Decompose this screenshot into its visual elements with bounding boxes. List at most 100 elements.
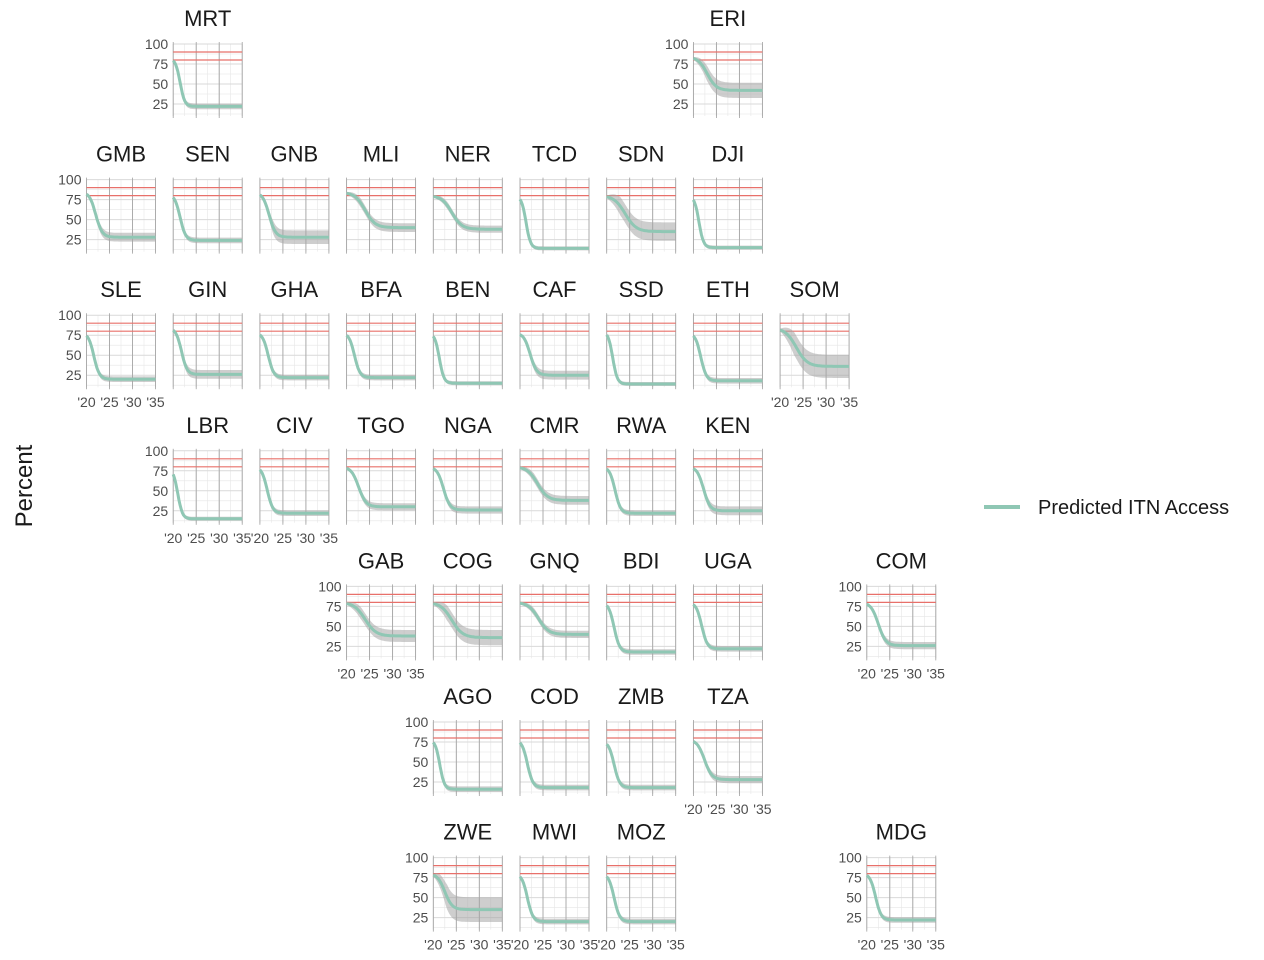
series-line: [171, 196, 243, 242]
panel-title: SDN: [618, 142, 664, 167]
panel-title: ERI: [710, 6, 747, 31]
y-tick-label: 100: [58, 172, 82, 188]
series-line: [258, 193, 329, 239]
panel-gin: GIN: [172, 277, 243, 390]
panel-caf: CAF: [519, 277, 590, 390]
series-line: [605, 467, 676, 515]
panel-nga: NGA: [432, 413, 503, 525]
y-tick-label: 25: [326, 638, 342, 654]
y-tick-label: 75: [846, 598, 862, 614]
y-tick-label: 50: [673, 76, 689, 92]
x-tick-label: '25: [274, 530, 292, 546]
legend-entry: Predicted ITN Access: [1038, 497, 1229, 519]
y-tick-label: 100: [145, 36, 169, 52]
x-tick-label: '35: [753, 801, 771, 817]
x-tick-label: '25: [621, 937, 639, 953]
x-tick-label: '30: [904, 937, 922, 953]
panel-tgo: TGO: [346, 413, 417, 525]
panel-title: BEN: [445, 277, 490, 302]
y-tick-label: 25: [846, 638, 862, 654]
panel-title: TCD: [532, 142, 577, 167]
x-tick-label: '35: [840, 394, 858, 410]
panel-title: MRT: [184, 6, 231, 31]
panel-ken: KEN: [692, 413, 763, 525]
x-tick-label: '35: [146, 394, 164, 410]
x-tick-label: '35: [927, 937, 945, 953]
panel-gnq: GNQ: [519, 548, 590, 661]
uncertainty-band: [433, 741, 503, 792]
panel-com: COM 25 50 75 100 '20 '25 '30 '35: [838, 548, 945, 681]
panel-title: COM: [876, 548, 927, 573]
series-line: [85, 192, 156, 239]
x-tick-label: '25: [534, 937, 552, 953]
y-tick-label: 50: [66, 347, 82, 363]
y-tick-label: 50: [153, 483, 169, 499]
panel-title: ZWE: [443, 820, 492, 845]
series-line: [346, 191, 416, 230]
series-line: [346, 466, 416, 509]
uncertainty-band: [259, 193, 329, 244]
series-line: [258, 468, 329, 515]
series-line: [605, 334, 676, 386]
series-line: [431, 335, 503, 385]
y-tick-label: 25: [66, 367, 82, 383]
x-tick-label: '20: [771, 394, 789, 410]
panel-title: TZA: [707, 684, 749, 709]
legend: Predicted ITN Access: [984, 497, 1229, 519]
x-tick-label: '20: [684, 801, 702, 817]
panel-bfa: BFA: [345, 277, 417, 390]
x-tick-label: '35: [233, 530, 251, 546]
series-line: [346, 602, 416, 638]
x-tick-label: '25: [100, 394, 118, 410]
uncertainty-band: [606, 604, 676, 655]
panel-title: CIV: [276, 413, 313, 438]
y-tick-label: 75: [153, 463, 169, 479]
series-line: [866, 602, 936, 648]
panel-lbr: LBR 25 50 75 100 '20 '25 '30 '35: [145, 413, 252, 546]
uncertainty-band: [606, 743, 676, 791]
uncertainty-band: [433, 467, 503, 514]
panel-title: GMB: [96, 142, 146, 167]
y-tick-label: 75: [66, 192, 82, 208]
uncertainty-band: [346, 602, 416, 642]
uncertainty-band: [173, 196, 243, 244]
series-line: [258, 333, 329, 380]
panel-title: GHA: [271, 277, 319, 302]
y-tick-label: 100: [838, 850, 862, 866]
series-line: [519, 466, 589, 502]
y-tick-label: 50: [846, 618, 862, 634]
x-tick-label: '35: [927, 665, 945, 681]
series-line: [605, 875, 676, 924]
y-tick-label: 75: [846, 870, 862, 886]
panel-cmr: CMR: [519, 413, 590, 525]
y-tick-label: 75: [66, 327, 82, 343]
x-tick-label: '35: [667, 937, 685, 953]
x-tick-label: '35: [580, 937, 598, 953]
y-tick-label: 50: [413, 754, 429, 770]
panel-title: CAF: [533, 277, 577, 302]
series-line: [345, 334, 416, 380]
panel-mdg: MDG 25 50 75 100 '20 '25 '30 '35: [838, 820, 945, 953]
panel-mwi: MWI '20 '25 '30 '35: [511, 820, 598, 953]
x-tick-label: '20: [424, 937, 442, 953]
series-line: [692, 199, 763, 250]
series-line: [432, 467, 503, 512]
series-line: [85, 334, 156, 381]
series-line: [779, 328, 850, 368]
y-tick-label: 25: [66, 232, 82, 248]
panel-gmb: GMB 25 50 75 100: [58, 142, 156, 254]
series-line: [692, 603, 763, 651]
panel-title: MWI: [532, 820, 577, 845]
series-line: [865, 874, 936, 922]
uncertainty-band: [86, 192, 156, 242]
y-tick-label: 25: [673, 96, 689, 112]
panel-rwa: RWA: [605, 413, 677, 525]
panel-title: SSD: [619, 277, 664, 302]
panel-grid: MRT 25 50 75 100 ERI 25 50 75 100 GMB 25 50 75 100 SEN G…: [58, 6, 945, 953]
uncertainty-band: [693, 603, 763, 652]
panel-title: UGA: [704, 548, 752, 573]
panel-dji: DJI: [692, 142, 763, 254]
uncertainty-band: [606, 875, 676, 925]
y-tick-label: 25: [846, 910, 862, 926]
panel-uga: UGA: [692, 548, 763, 661]
